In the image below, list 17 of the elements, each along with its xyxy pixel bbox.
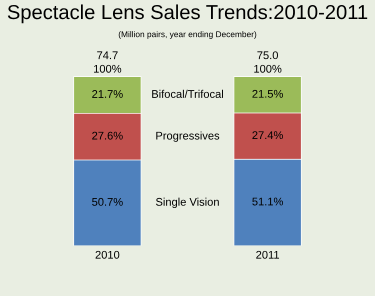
data-label: 27.6% [92,132,123,140]
text: 75.0 [257,51,278,60]
data-label: 21.5% [252,90,283,98]
text: 74.7 [97,51,118,60]
series-label: Bifocal/Trifocal [152,90,223,98]
series-label: Single Vision [156,198,219,208]
chart-subtitle: (Million pairs, year ending December) [118,31,256,39]
total-label: 100% [254,64,282,73]
data-label: 50.7% [92,198,123,206]
data-label: 27.4% [252,131,283,140]
data-label: 51.1% [252,198,283,206]
chart-title: Spectacle Lens Sales Trends:2010-2011 [8,4,368,24]
data-label: 21.7% [92,90,123,98]
series-label: Progressives [156,131,220,142]
x-tick-label: 2010 [96,250,120,259]
total-label: 100% [94,64,122,73]
x-tick-label: 2011 [256,250,280,259]
